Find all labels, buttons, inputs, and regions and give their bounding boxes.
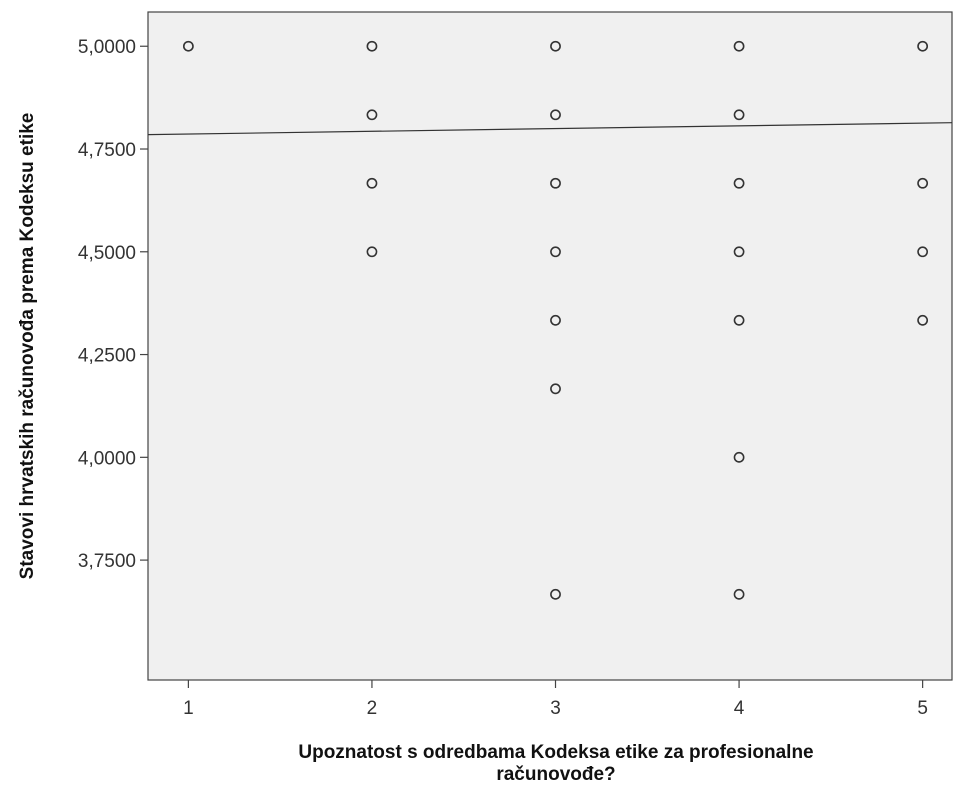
data-point	[733, 40, 745, 52]
data-point	[917, 314, 929, 326]
data-point	[550, 177, 561, 189]
x-tick-label: 3	[550, 698, 561, 719]
data-point	[733, 451, 745, 463]
y-tick-label: 4,0000	[78, 448, 136, 469]
data-points	[182, 40, 929, 600]
data-point	[366, 109, 378, 121]
data-point	[366, 246, 378, 258]
plot-area	[147, 11, 953, 681]
x-tick-label: 5	[917, 698, 928, 719]
data-point	[550, 40, 561, 52]
y-tick-label: 4,7500	[78, 140, 136, 161]
data-point	[917, 246, 929, 258]
data-point	[366, 177, 378, 189]
data-point	[917, 177, 929, 189]
data-point	[733, 314, 745, 326]
data-point	[733, 588, 745, 600]
data-point	[182, 40, 194, 52]
fit-line	[147, 122, 953, 136]
data-point	[550, 246, 561, 258]
data-point	[550, 383, 561, 395]
data-point	[550, 109, 561, 121]
data-point	[917, 40, 929, 52]
y-axis: 3,7500 4,0000 4,2500 4,5000 4,7500 5,0000	[78, 37, 148, 572]
y-tick-label: 5,0000	[78, 37, 136, 58]
y-axis-title: Stavovi hrvatskih računovođa prema Kodek…	[17, 113, 38, 580]
y-tick-label: 4,2500	[78, 346, 136, 367]
x-axis-title-line2: računovođe?	[496, 764, 615, 785]
data-point	[733, 109, 745, 121]
data-point	[550, 588, 561, 600]
x-tick-label: 4	[734, 698, 745, 719]
x-axis-title-line1: Upoznatost s odredbama Kodeksa etike za …	[298, 742, 813, 763]
x-axis: 1 2 3 4 5	[183, 680, 928, 719]
x-tick-label: 1	[183, 698, 194, 719]
y-tick-label: 3,7500	[78, 551, 136, 572]
data-point	[733, 177, 745, 189]
y-tick-label: 4,5000	[78, 243, 136, 264]
data-point	[733, 246, 745, 258]
data-point	[550, 314, 561, 326]
x-tick-label: 2	[367, 698, 378, 719]
data-point	[366, 40, 378, 52]
